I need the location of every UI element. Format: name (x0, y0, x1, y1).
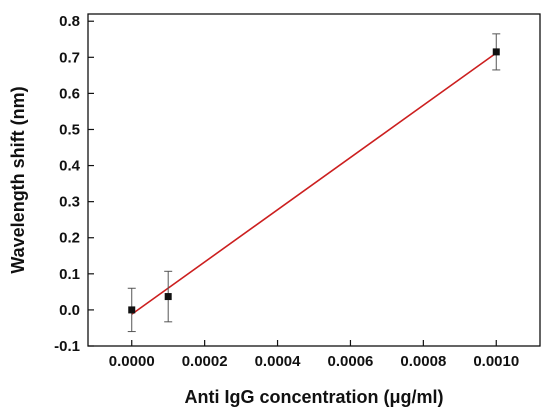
linear-fit-line (131, 52, 497, 315)
fit-line-layer (131, 52, 497, 315)
x-tick-label: 0.0002 (182, 353, 228, 370)
y-tick-label: 0.8 (59, 13, 80, 30)
data-point (164, 293, 172, 301)
y-tick-label: 0.0 (59, 302, 80, 319)
x-tick-label: 0.0010 (473, 353, 519, 370)
data-point (492, 48, 500, 56)
y-axis-title: Wavelength shift (nm) (8, 86, 28, 273)
data-points-layer (127, 33, 501, 333)
y-tick-label: 0.7 (59, 49, 80, 66)
data-point (128, 306, 136, 314)
y-tick-label: -0.1 (54, 338, 80, 355)
x-tick-label: 0.0000 (109, 353, 155, 370)
y-tick-label: 0.5 (59, 121, 80, 138)
y-tick-label: 0.6 (59, 85, 80, 102)
x-tick-label: 0.0004 (255, 353, 302, 370)
y-tick-label: 0.4 (59, 158, 81, 175)
y-tick-label: 0.3 (59, 194, 80, 211)
x-axis-ticks: 0.0000 0.0002 0.0004 0.0006 0.0008 0.0010 (109, 340, 519, 370)
x-tick-label: 0.0006 (328, 353, 374, 370)
x-axis-title: Anti IgG concentration (μg/ml) (184, 387, 443, 407)
y-axis-ticks: -0.1 0.0 0.1 0.2 0.3 0.4 0.5 0.6 0.7 0.8 (54, 13, 94, 355)
x-tick-label: 0.0008 (400, 353, 446, 370)
y-tick-label: 0.2 (59, 230, 80, 247)
plot-area-frame (87, 13, 541, 347)
y-tick-label: 0.1 (59, 266, 80, 283)
